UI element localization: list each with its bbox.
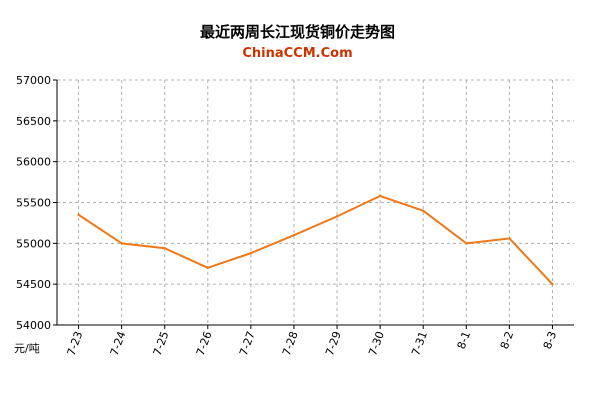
data-point [551, 282, 554, 286]
data-point [249, 251, 253, 255]
y-tick-label: 54000 [16, 319, 51, 332]
x-tick-label: 7-31 [409, 330, 430, 358]
data-point [206, 266, 209, 270]
data-point [335, 215, 339, 218]
data-point [465, 242, 468, 245]
x-tick-label: 7-26 [194, 330, 215, 358]
data-point [120, 242, 123, 245]
x-tick-label: 7-27 [237, 330, 258, 358]
data-point [378, 194, 382, 198]
x-tick-label: 7-30 [366, 330, 387, 358]
x-tick-label: 8-2 [498, 330, 516, 351]
x-tick-label: 8-1 [455, 330, 473, 351]
chart-subtitle: ChinaCCM.Com [242, 46, 353, 61]
y-tick-label: 57000 [16, 74, 51, 87]
y-tick-label: 55000 [16, 237, 51, 250]
y-tick-label: 55500 [16, 197, 51, 210]
y-tick-label: 56000 [16, 156, 51, 169]
data-point [422, 209, 425, 212]
y-tick-label: 54500 [16, 278, 51, 291]
x-tick-label: 7-29 [323, 330, 344, 358]
y-axis-unit-label: 元/吨 [14, 342, 40, 355]
x-tick-label: 8-3 [541, 330, 559, 351]
data-point [508, 237, 511, 240]
y-tick-label: 56500 [16, 115, 51, 128]
data-point [163, 247, 166, 250]
data-point [292, 233, 296, 237]
series-line [77, 194, 554, 285]
x-tick-label: 7-25 [151, 330, 172, 358]
data-point [77, 213, 80, 216]
x-tick-label: 7-24 [108, 330, 129, 358]
x-tick-label: 7-28 [280, 330, 301, 358]
x-tick-label: 7-23 [65, 330, 86, 358]
chart-title: 最近两周长江现货铜价走势图 [199, 23, 395, 41]
